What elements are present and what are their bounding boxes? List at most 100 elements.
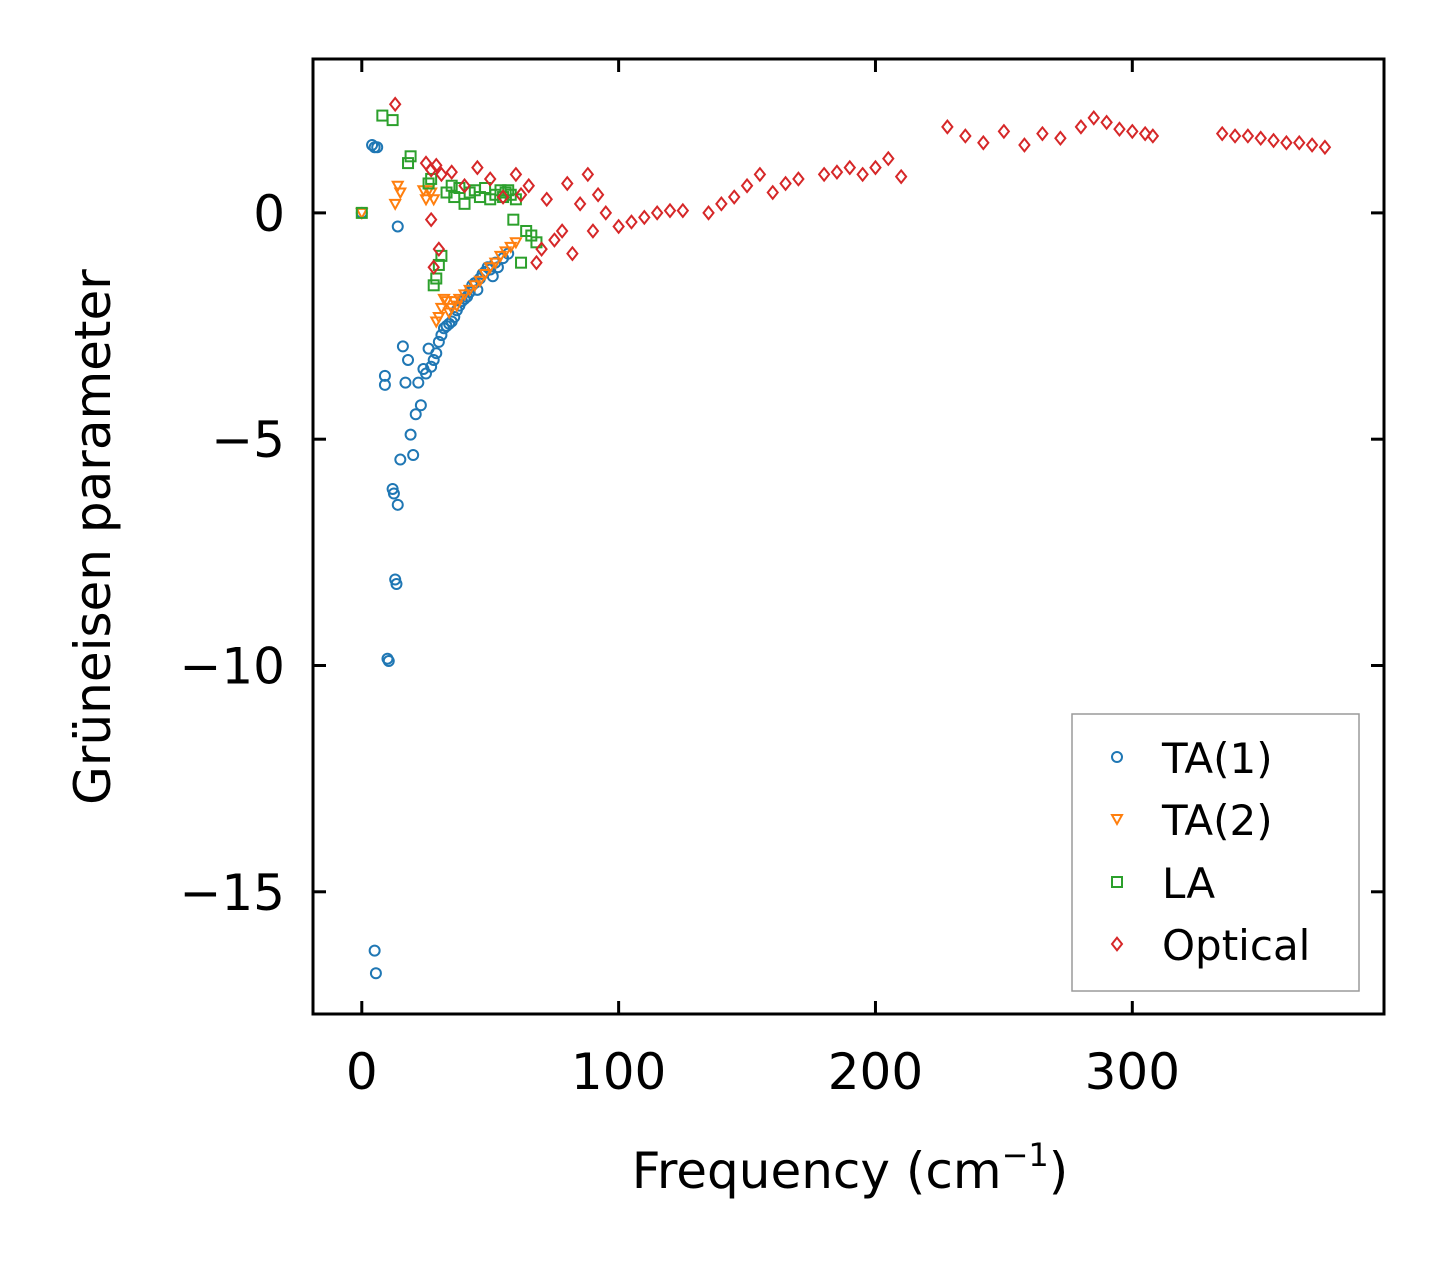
data-point — [424, 211, 438, 228]
data-point — [869, 159, 882, 176]
data-point — [515, 256, 528, 269]
data-point — [1138, 125, 1152, 142]
data-point — [843, 159, 857, 176]
data-point — [977, 134, 990, 151]
data-point — [409, 408, 422, 421]
data-point — [882, 150, 895, 167]
data-point — [355, 206, 368, 219]
data-point — [830, 164, 844, 181]
legend-markers — [1110, 751, 1124, 952]
data-point — [1074, 119, 1088, 135]
data-point — [468, 280, 482, 293]
data-point — [1126, 123, 1139, 140]
data-point — [432, 311, 446, 325]
series-la — [355, 109, 543, 292]
data-point — [540, 191, 554, 208]
data-point — [792, 171, 805, 187]
data-point — [959, 128, 972, 144]
data-point — [507, 213, 520, 226]
data-point — [430, 347, 443, 360]
data-point — [599, 205, 613, 221]
data-point — [1228, 128, 1242, 144]
data-point — [530, 254, 543, 271]
data-point — [1018, 137, 1031, 153]
legend-marker-1 — [1110, 814, 1124, 827]
data-point — [509, 237, 523, 250]
data-point — [437, 293, 451, 306]
data-point — [941, 119, 954, 135]
legend: TA(1) TA(2) LA Optical — [1071, 713, 1360, 992]
data-point — [498, 246, 513, 259]
data-point — [1054, 130, 1067, 147]
data-point — [402, 353, 415, 366]
axis-ticks — [313, 59, 1384, 1014]
data-point — [1113, 121, 1126, 138]
data-point — [432, 335, 445, 348]
data-point — [1292, 134, 1306, 151]
data-point — [435, 166, 448, 183]
x-tick-label: 300 — [1085, 1043, 1180, 1101]
data-point — [404, 428, 417, 441]
legend-label-optical: Optical — [1162, 921, 1310, 970]
data-point — [1280, 134, 1293, 151]
data-point — [412, 376, 425, 389]
data-point — [753, 166, 767, 183]
data-point — [414, 399, 427, 412]
data-point — [444, 302, 459, 315]
data-point — [997, 123, 1011, 140]
data-point — [612, 218, 625, 235]
y-tick-label: −5 — [211, 411, 285, 469]
data-point — [1036, 125, 1049, 142]
data-point — [573, 195, 587, 212]
data-point — [425, 360, 438, 373]
data-point — [445, 164, 458, 181]
data-point — [388, 96, 402, 113]
data-point — [391, 180, 405, 193]
data-point — [483, 171, 497, 187]
data-point — [581, 166, 595, 183]
series-ta-1 — [355, 138, 515, 980]
data-point — [435, 329, 448, 342]
data-point — [452, 293, 467, 306]
data-point — [496, 189, 510, 205]
y-tick-label: −10 — [179, 637, 285, 695]
x-tick-label: 0 — [346, 1043, 378, 1101]
data-point — [393, 187, 408, 200]
series-ta-2 — [355, 180, 523, 329]
data-point — [457, 289, 472, 302]
data-point — [382, 654, 395, 667]
data-point — [817, 166, 831, 183]
data-point — [676, 202, 690, 219]
data-point — [486, 270, 499, 283]
data-point — [727, 189, 741, 205]
data-point — [514, 186, 528, 203]
data-point — [432, 241, 446, 257]
data-point — [387, 487, 400, 500]
axis-tick-labels: 0 100 200 300 0 −5 −10 −15 — [179, 185, 1180, 1101]
data-point — [427, 259, 440, 276]
data-point — [458, 177, 471, 194]
data-point — [1305, 137, 1319, 153]
data-point — [1254, 130, 1268, 147]
data-point — [391, 220, 404, 233]
data-point — [493, 250, 508, 263]
data-point — [548, 232, 561, 248]
data-point — [419, 194, 433, 207]
data-point — [478, 268, 492, 282]
y-tick-label: 0 — [253, 185, 285, 243]
data-point — [779, 175, 792, 192]
data-point — [391, 498, 404, 511]
data-point — [1100, 114, 1113, 131]
data-point — [390, 578, 403, 591]
data-point — [650, 205, 664, 221]
data-point — [429, 157, 443, 174]
legend-marker-3 — [1110, 936, 1124, 952]
data-point — [1318, 139, 1332, 156]
data-point — [1241, 128, 1255, 144]
data-point — [504, 241, 518, 254]
data-point — [396, 340, 409, 353]
data-point — [471, 159, 484, 176]
data-point — [535, 241, 548, 257]
legend-label-ta2: TA(2) — [1161, 796, 1273, 845]
